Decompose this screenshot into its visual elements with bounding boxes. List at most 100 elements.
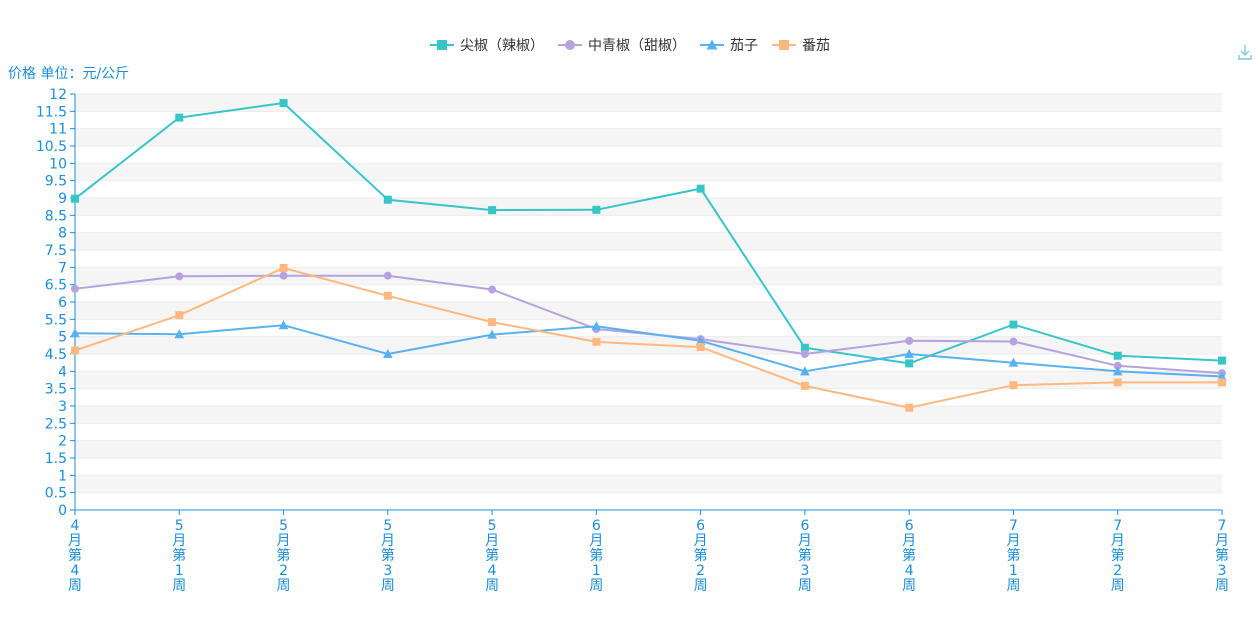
data-point[interactable] <box>383 271 392 280</box>
y-tick-label: 4.5 <box>45 347 67 363</box>
data-point[interactable] <box>696 343 705 352</box>
series-line[interactable] <box>74 102 1223 365</box>
data-point[interactable] <box>383 195 392 204</box>
data-point[interactable] <box>1008 357 1019 367</box>
data-point[interactable] <box>175 311 184 320</box>
y-tick-label: 11 <box>49 122 67 138</box>
legend-item[interactable]: 番茄 <box>772 37 830 54</box>
x-tick-label: 4 月第 4 周 <box>68 518 82 594</box>
y-tick-label: 0.5 <box>45 486 67 502</box>
legend-label[interactable]: 中青椒（甜椒） <box>588 38 686 54</box>
data-point[interactable] <box>279 99 288 108</box>
y-tick-label: 0 <box>58 503 67 519</box>
data-point[interactable] <box>800 350 809 358</box>
series-line[interactable] <box>74 267 1222 409</box>
data-point[interactable] <box>1218 378 1226 387</box>
data-point[interactable] <box>905 403 914 412</box>
grid-band <box>75 423 1222 441</box>
data-point[interactable] <box>591 321 602 331</box>
legend-marker[interactable] <box>437 40 447 50</box>
y-tick-label: 3 <box>58 399 67 415</box>
x-tick-label: 5 月第 4 周 <box>485 518 499 594</box>
series-markers[interactable] <box>70 99 1227 412</box>
y-tick-label: 8 <box>58 226 67 242</box>
legend-marker[interactable] <box>565 40 575 50</box>
legend-marker[interactable] <box>706 39 718 50</box>
data-point[interactable] <box>1112 366 1123 376</box>
legend-item[interactable]: 中青椒（甜椒） <box>558 38 686 54</box>
y-tick-label: 6.5 <box>45 278 67 294</box>
legend-label[interactable]: 尖椒（辣椒） <box>460 38 544 54</box>
legend[interactable]: 尖椒（辣椒） 中青椒（甜椒） 茄子 番茄 <box>430 37 830 54</box>
data-point[interactable] <box>1009 381 1018 390</box>
data-point[interactable] <box>175 113 184 122</box>
data-point[interactable] <box>1218 356 1226 365</box>
x-tick-label: 6 月第 3 周 <box>798 518 812 594</box>
data-point[interactable] <box>1009 320 1018 329</box>
data-point[interactable] <box>488 206 497 215</box>
data-point[interactable] <box>800 366 810 376</box>
y-tick-label: 1 <box>58 468 67 484</box>
data-point[interactable] <box>71 284 79 293</box>
grid-band <box>75 371 1222 389</box>
grid-band <box>75 198 1222 216</box>
grid-band <box>75 232 1222 250</box>
data-point[interactable] <box>278 320 289 330</box>
grid-band <box>75 388 1222 406</box>
legend-item[interactable]: 茄子 <box>700 37 758 54</box>
data-point[interactable] <box>279 264 288 273</box>
data-point[interactable] <box>905 359 914 368</box>
data-point[interactable] <box>70 328 80 338</box>
data-point[interactable] <box>71 194 79 203</box>
data-point[interactable] <box>1113 378 1122 387</box>
data-point[interactable] <box>383 291 392 300</box>
y-tick-label: 5.5 <box>45 312 67 328</box>
grid-band <box>75 146 1222 164</box>
data-point[interactable] <box>279 271 288 280</box>
grid-band <box>75 250 1222 268</box>
y-tick-label: 8.5 <box>45 208 67 224</box>
grid-band <box>75 458 1222 476</box>
data-point[interactable] <box>71 346 79 355</box>
y-tick-label: 2 <box>58 434 67 450</box>
legend-label[interactable]: 番茄 <box>802 37 830 54</box>
data-point[interactable] <box>592 337 601 346</box>
x-tick-label: 7 月第 3 周 <box>1215 518 1229 594</box>
grid-band <box>75 267 1222 285</box>
y-tick-label: 5 <box>58 330 67 346</box>
grid-band <box>75 94 1222 112</box>
y-tick-label: 9 <box>58 191 67 207</box>
download-icon[interactable] <box>1238 45 1252 60</box>
data-point[interactable] <box>592 205 601 214</box>
grid-band <box>75 440 1222 458</box>
data-point[interactable] <box>175 272 184 281</box>
data-point[interactable] <box>487 329 497 339</box>
y-tick-label: 4 <box>58 364 67 380</box>
grid-band <box>75 111 1222 129</box>
series-line[interactable] <box>74 324 1223 378</box>
data-point[interactable] <box>800 381 809 390</box>
y-tick-label: 10.5 <box>36 139 67 155</box>
data-point[interactable] <box>696 184 705 193</box>
data-point[interactable] <box>1009 337 1018 346</box>
legend-item[interactable]: 尖椒（辣椒） <box>430 38 544 54</box>
data-point[interactable] <box>905 336 914 345</box>
data-point[interactable] <box>1113 351 1122 360</box>
grid-band <box>75 319 1222 337</box>
data-point[interactable] <box>382 348 393 358</box>
download-arrow[interactable] <box>1240 45 1250 56</box>
y-tick-label: 1.5 <box>45 451 67 467</box>
data-point[interactable] <box>488 318 497 327</box>
y-tick-label: 9.5 <box>45 174 67 190</box>
data-point[interactable] <box>904 348 915 358</box>
y-axis: 00.511.522.533.544.555.566.577.588.599.5… <box>36 87 76 519</box>
data-point[interactable] <box>174 329 185 339</box>
y-tick-label: 10 <box>49 156 67 172</box>
x-tick-label: 7 月第 2 周 <box>1111 518 1125 594</box>
download-tray[interactable] <box>1238 55 1252 60</box>
legend-label[interactable]: 茄子 <box>730 37 758 54</box>
data-point[interactable] <box>488 285 497 294</box>
x-axis: 4 月第 4 周 5 月第 1 周 5 月第 2 周 5 月第 3 周 5 月第 4 周 6 月第 1 周 6 月第 2 周 6 月第 3 周… <box>68 509 1229 594</box>
legend-marker[interactable] <box>779 40 789 50</box>
y-tick-label: 2.5 <box>45 416 67 432</box>
